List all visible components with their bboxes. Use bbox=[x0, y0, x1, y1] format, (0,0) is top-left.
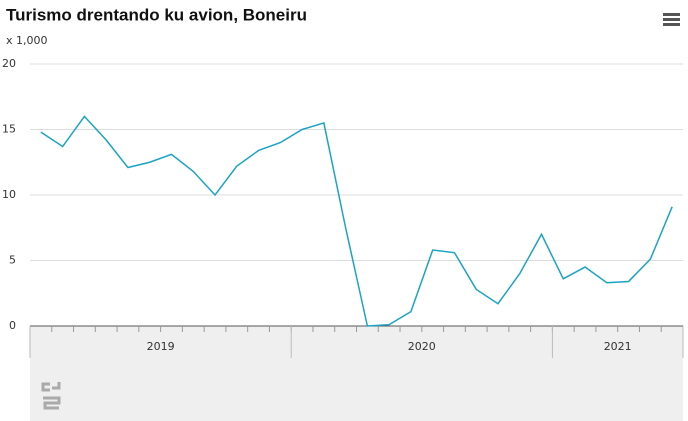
x-tick-label: 2021 bbox=[604, 340, 632, 353]
y-tick-label: 5 bbox=[9, 254, 16, 267]
y-tick-label: 0 bbox=[9, 319, 16, 332]
cbs-logo bbox=[41, 382, 61, 410]
y-tick-label: 20 bbox=[2, 57, 16, 70]
footer-band bbox=[30, 326, 683, 421]
chart-subtitle: x 1,000 bbox=[6, 34, 48, 47]
y-tick-label: 15 bbox=[2, 123, 16, 136]
chart-title: Turismo drentando ku avion, Boneiru bbox=[6, 5, 307, 24]
line bbox=[40, 115, 673, 327]
x-tick-label: 2020 bbox=[408, 340, 436, 353]
x-tick-label: 2019 bbox=[147, 340, 175, 353]
y-tick-label: 10 bbox=[2, 188, 16, 201]
menu-icon[interactable] bbox=[663, 13, 680, 26]
